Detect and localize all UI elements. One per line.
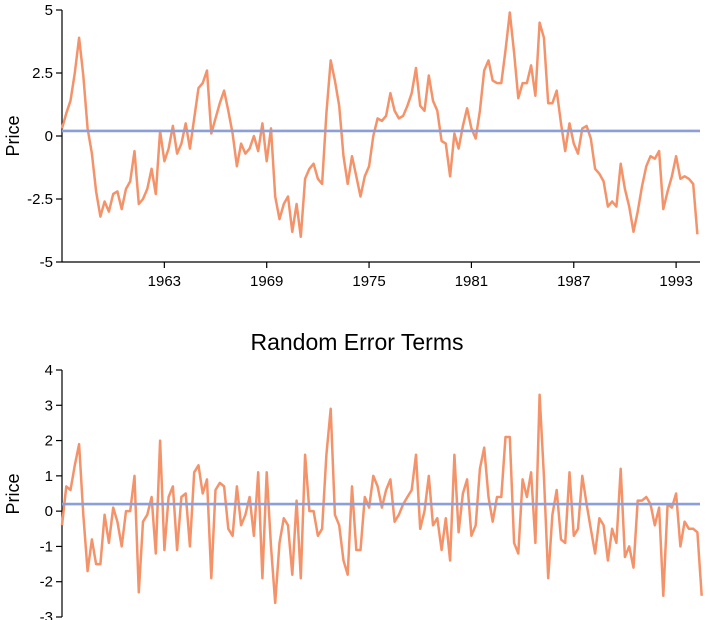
y-tick-label: 2.5 bbox=[32, 65, 53, 82]
random-error-terms-chart: Random Error Terms Price 4 3 2 1 0 -1 -2 -3 bbox=[3, 329, 703, 620]
y-tick-label: -3 bbox=[40, 609, 53, 620]
y-tick-label: -5 bbox=[40, 254, 53, 271]
y-tick-label: 1 bbox=[45, 468, 53, 485]
x-tick-label: 1963 bbox=[148, 273, 181, 290]
x-tick-label: 1993 bbox=[659, 273, 692, 290]
price-chart: Price 5 2.5 0 -2.5 -5 1963 1969 1975 1981 1987 199… bbox=[3, 2, 700, 290]
y-tick-label: 0 bbox=[45, 503, 53, 520]
series-line bbox=[60, 11, 699, 239]
y-tick-label: 4 bbox=[45, 362, 53, 379]
y-tick-label: 2 bbox=[45, 433, 53, 450]
y-tick-label: -2 bbox=[40, 574, 53, 591]
y-tick-label: 3 bbox=[45, 397, 53, 414]
x-tick-label: 1981 bbox=[455, 273, 488, 290]
x-tick-label: 1987 bbox=[557, 273, 590, 290]
y-tick-label: -1 bbox=[40, 538, 53, 555]
x-tick-label: 1975 bbox=[352, 273, 385, 290]
y-axis-title: Price bbox=[3, 115, 23, 156]
y-tick-label: 0 bbox=[45, 128, 53, 145]
y-tick-label: 5 bbox=[45, 2, 53, 19]
y-axis-title: Price bbox=[3, 473, 23, 514]
y-tick-label: -2.5 bbox=[27, 191, 53, 208]
series-line bbox=[60, 393, 703, 605]
chart-title: Random Error Terms bbox=[250, 329, 463, 355]
x-tick-label: 1969 bbox=[250, 273, 283, 290]
